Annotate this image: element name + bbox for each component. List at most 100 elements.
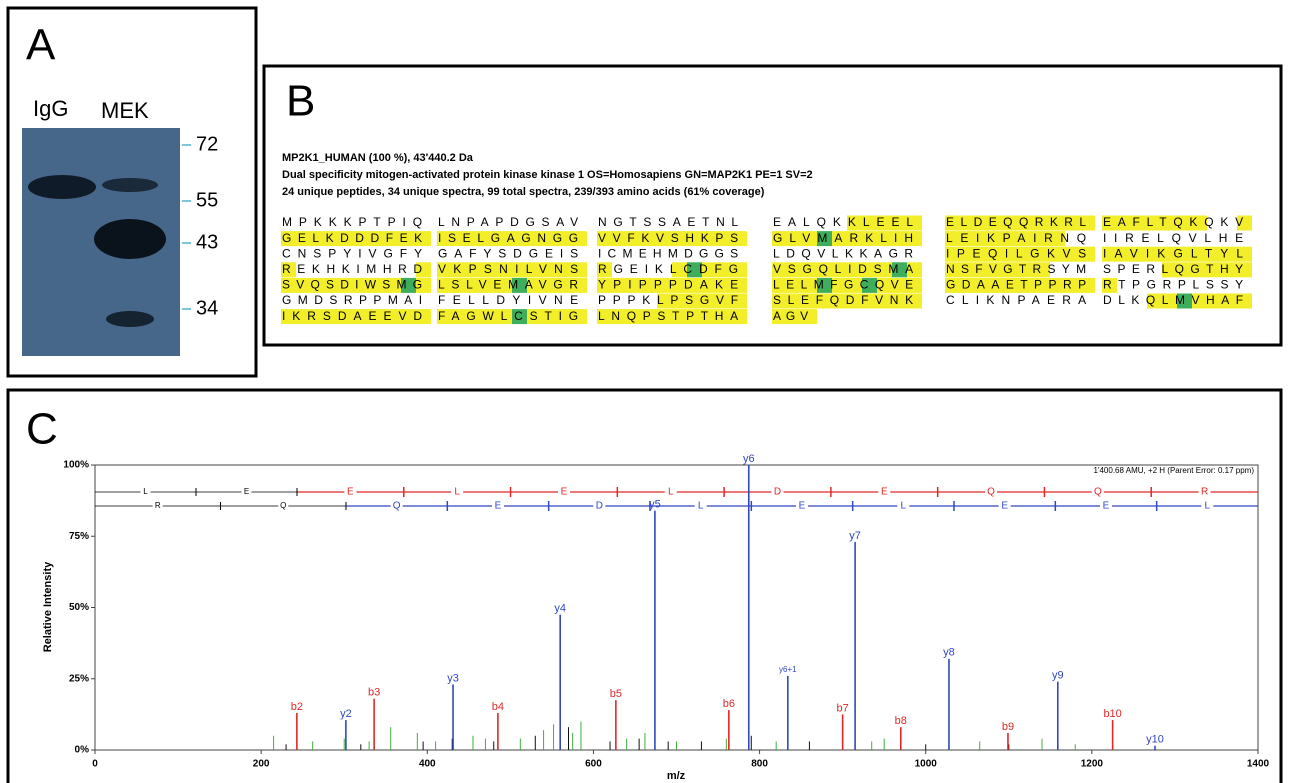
sequence-text: GLVMARKLIH (773, 231, 920, 245)
ladder-letter: L (901, 501, 907, 512)
ladder-letter: L (668, 487, 674, 498)
ladder-letter: Q (280, 501, 286, 510)
sequence-text: VSGQLIDSMA (773, 262, 920, 276)
sequence-text: IPEQILGKVS (946, 246, 1093, 260)
annotation: 1'400.68 AMU, +2 H (Parent Error: 0.17 p… (1094, 466, 1255, 475)
ladder-letter: D (596, 501, 603, 512)
sequence-text: ISELGAGNGG (438, 231, 585, 245)
sequence-text: GAFYSDGEIS (438, 246, 585, 260)
panel-label: B (286, 77, 315, 126)
ion-label: y9 (1052, 670, 1064, 682)
ladder-letter: E (244, 487, 249, 496)
sequence-text: ELDEQQRKRL (946, 215, 1093, 229)
sequence-text: AGV (773, 309, 815, 323)
ladder-letter: R (155, 501, 161, 510)
sequence-text: IAVIKGLTYL (1103, 246, 1250, 260)
ion-label: b5 (610, 688, 622, 700)
sequence-text: GELKDDDFEK (282, 231, 429, 245)
sequence-text: ICMEHMDGGS (598, 246, 745, 260)
sequence-text: NSFVGTRSYM (946, 262, 1093, 276)
sequence-text: GDAAETPPRP (946, 278, 1093, 292)
x-tick-label: 800 (751, 759, 768, 770)
blot-band (28, 175, 96, 199)
ion-label: b8 (895, 715, 907, 727)
sequence-text: EALQKKLEEL (773, 215, 920, 229)
sequence-text: VKPSNILVNS (438, 262, 585, 276)
sequence-text: SPERLQGTHY (1103, 262, 1250, 276)
panel-c-frame (8, 390, 1281, 783)
sequence-text: PPPKLPSGVF (598, 293, 745, 307)
sequence-text: RTPGRPLSSY (1103, 278, 1250, 292)
ion-label: b2 (291, 701, 303, 713)
ladder-letter: E (495, 501, 502, 512)
marker-label: 43 (196, 231, 218, 253)
ladder-letter: Q (393, 501, 401, 512)
sequence-text: NGTSSAETNL (598, 215, 745, 229)
sequence-text: YPIPPPDAKE (598, 278, 745, 292)
ladder-letter: E (1001, 501, 1008, 512)
ion-label: b9 (1002, 721, 1014, 733)
x-tick-label: 0 (92, 759, 98, 770)
lane-label: MEK (101, 98, 149, 123)
ion-label: b6 (723, 698, 735, 710)
sequence-text: SVQSDIWSMG (282, 278, 429, 292)
x-tick-label: 200 (253, 759, 270, 770)
marker-label: 55 (196, 189, 218, 211)
plot-frame (95, 465, 1258, 750)
y-tick-label: 25% (69, 673, 89, 684)
sequence-text: DLKQLMVHAF (1103, 293, 1250, 307)
ion-label: y8 (943, 647, 955, 659)
sequence-text: REKHKIMHRD (282, 262, 429, 276)
ladder-letter: Q (987, 487, 995, 498)
y-tick-label: 50% (69, 602, 89, 613)
ladder-letter: E (561, 487, 568, 498)
sequence-text: CLIKNPAERA (946, 293, 1093, 307)
y-tick-label: 100% (63, 460, 89, 471)
x-tick-label: 1200 (1081, 759, 1104, 770)
ion-label: y5 (649, 499, 661, 511)
protein-line: Dual specificity mitogen-activated prote… (282, 169, 813, 181)
x-tick-label: 400 (419, 759, 436, 770)
ion-label: b7 (837, 702, 849, 714)
ion-label: y6 (743, 453, 755, 465)
ion-label: y3 (447, 672, 459, 684)
ladder-letter: L (698, 501, 704, 512)
y-tick-label: 75% (69, 531, 89, 542)
sequence-text: GMDSRPPMAI (282, 293, 429, 307)
blot-band (94, 219, 166, 259)
ladder-letter: E (799, 501, 806, 512)
sequence-text: IKRSDAEEVD (282, 309, 429, 323)
ladder-letter: E (347, 487, 354, 498)
ion-label: y6+1 (779, 665, 797, 674)
ion-label: b4 (492, 701, 504, 713)
sequence-text: FELLDYIVNE (438, 293, 585, 307)
ladder-letter: L (454, 487, 460, 498)
ion-label: b10 (1103, 708, 1121, 720)
figure: A IgG MEK B MP2K1_HUMAN (100 %), 43'440.… (0, 0, 1290, 783)
x-axis-label: m/z (667, 770, 686, 782)
sequence-text: IIRELQVLHE (1103, 231, 1250, 245)
panel-label: C (26, 405, 58, 454)
blot-band (102, 178, 158, 192)
protein-line: 24 unique peptides, 34 unique spectra, 9… (282, 186, 765, 198)
blot-band (106, 311, 154, 327)
sequence-text: LNPAPDGSAV (438, 215, 585, 229)
x-tick-label: 1000 (915, 759, 938, 770)
ladder-letter: L (143, 487, 148, 496)
ladder-letter: Q (1094, 487, 1102, 498)
sequence-text: CNSPYIVGFY (282, 246, 429, 260)
sequence-text: EAFLTQKQKV (1103, 215, 1250, 229)
ladder-letter: D (774, 487, 781, 498)
sequence-text: SLEFQDFVNK (773, 293, 920, 307)
x-tick-label: 1400 (1247, 759, 1270, 770)
ladder-letter: E (1103, 501, 1110, 512)
ion-label: y7 (849, 530, 861, 542)
y-tick-label: 0% (75, 745, 90, 756)
panel-label: A (26, 21, 56, 70)
ion-label: b3 (368, 687, 380, 699)
sequence-text: MPKKKPTPIQ (282, 215, 429, 229)
sequence-text: LNQPSTPTHA (598, 309, 745, 323)
sequence-text: VVFKVSHKPS (598, 231, 745, 245)
lane-label: IgG (33, 96, 68, 121)
sequence-text: LDQVLKKAGR (773, 246, 920, 260)
